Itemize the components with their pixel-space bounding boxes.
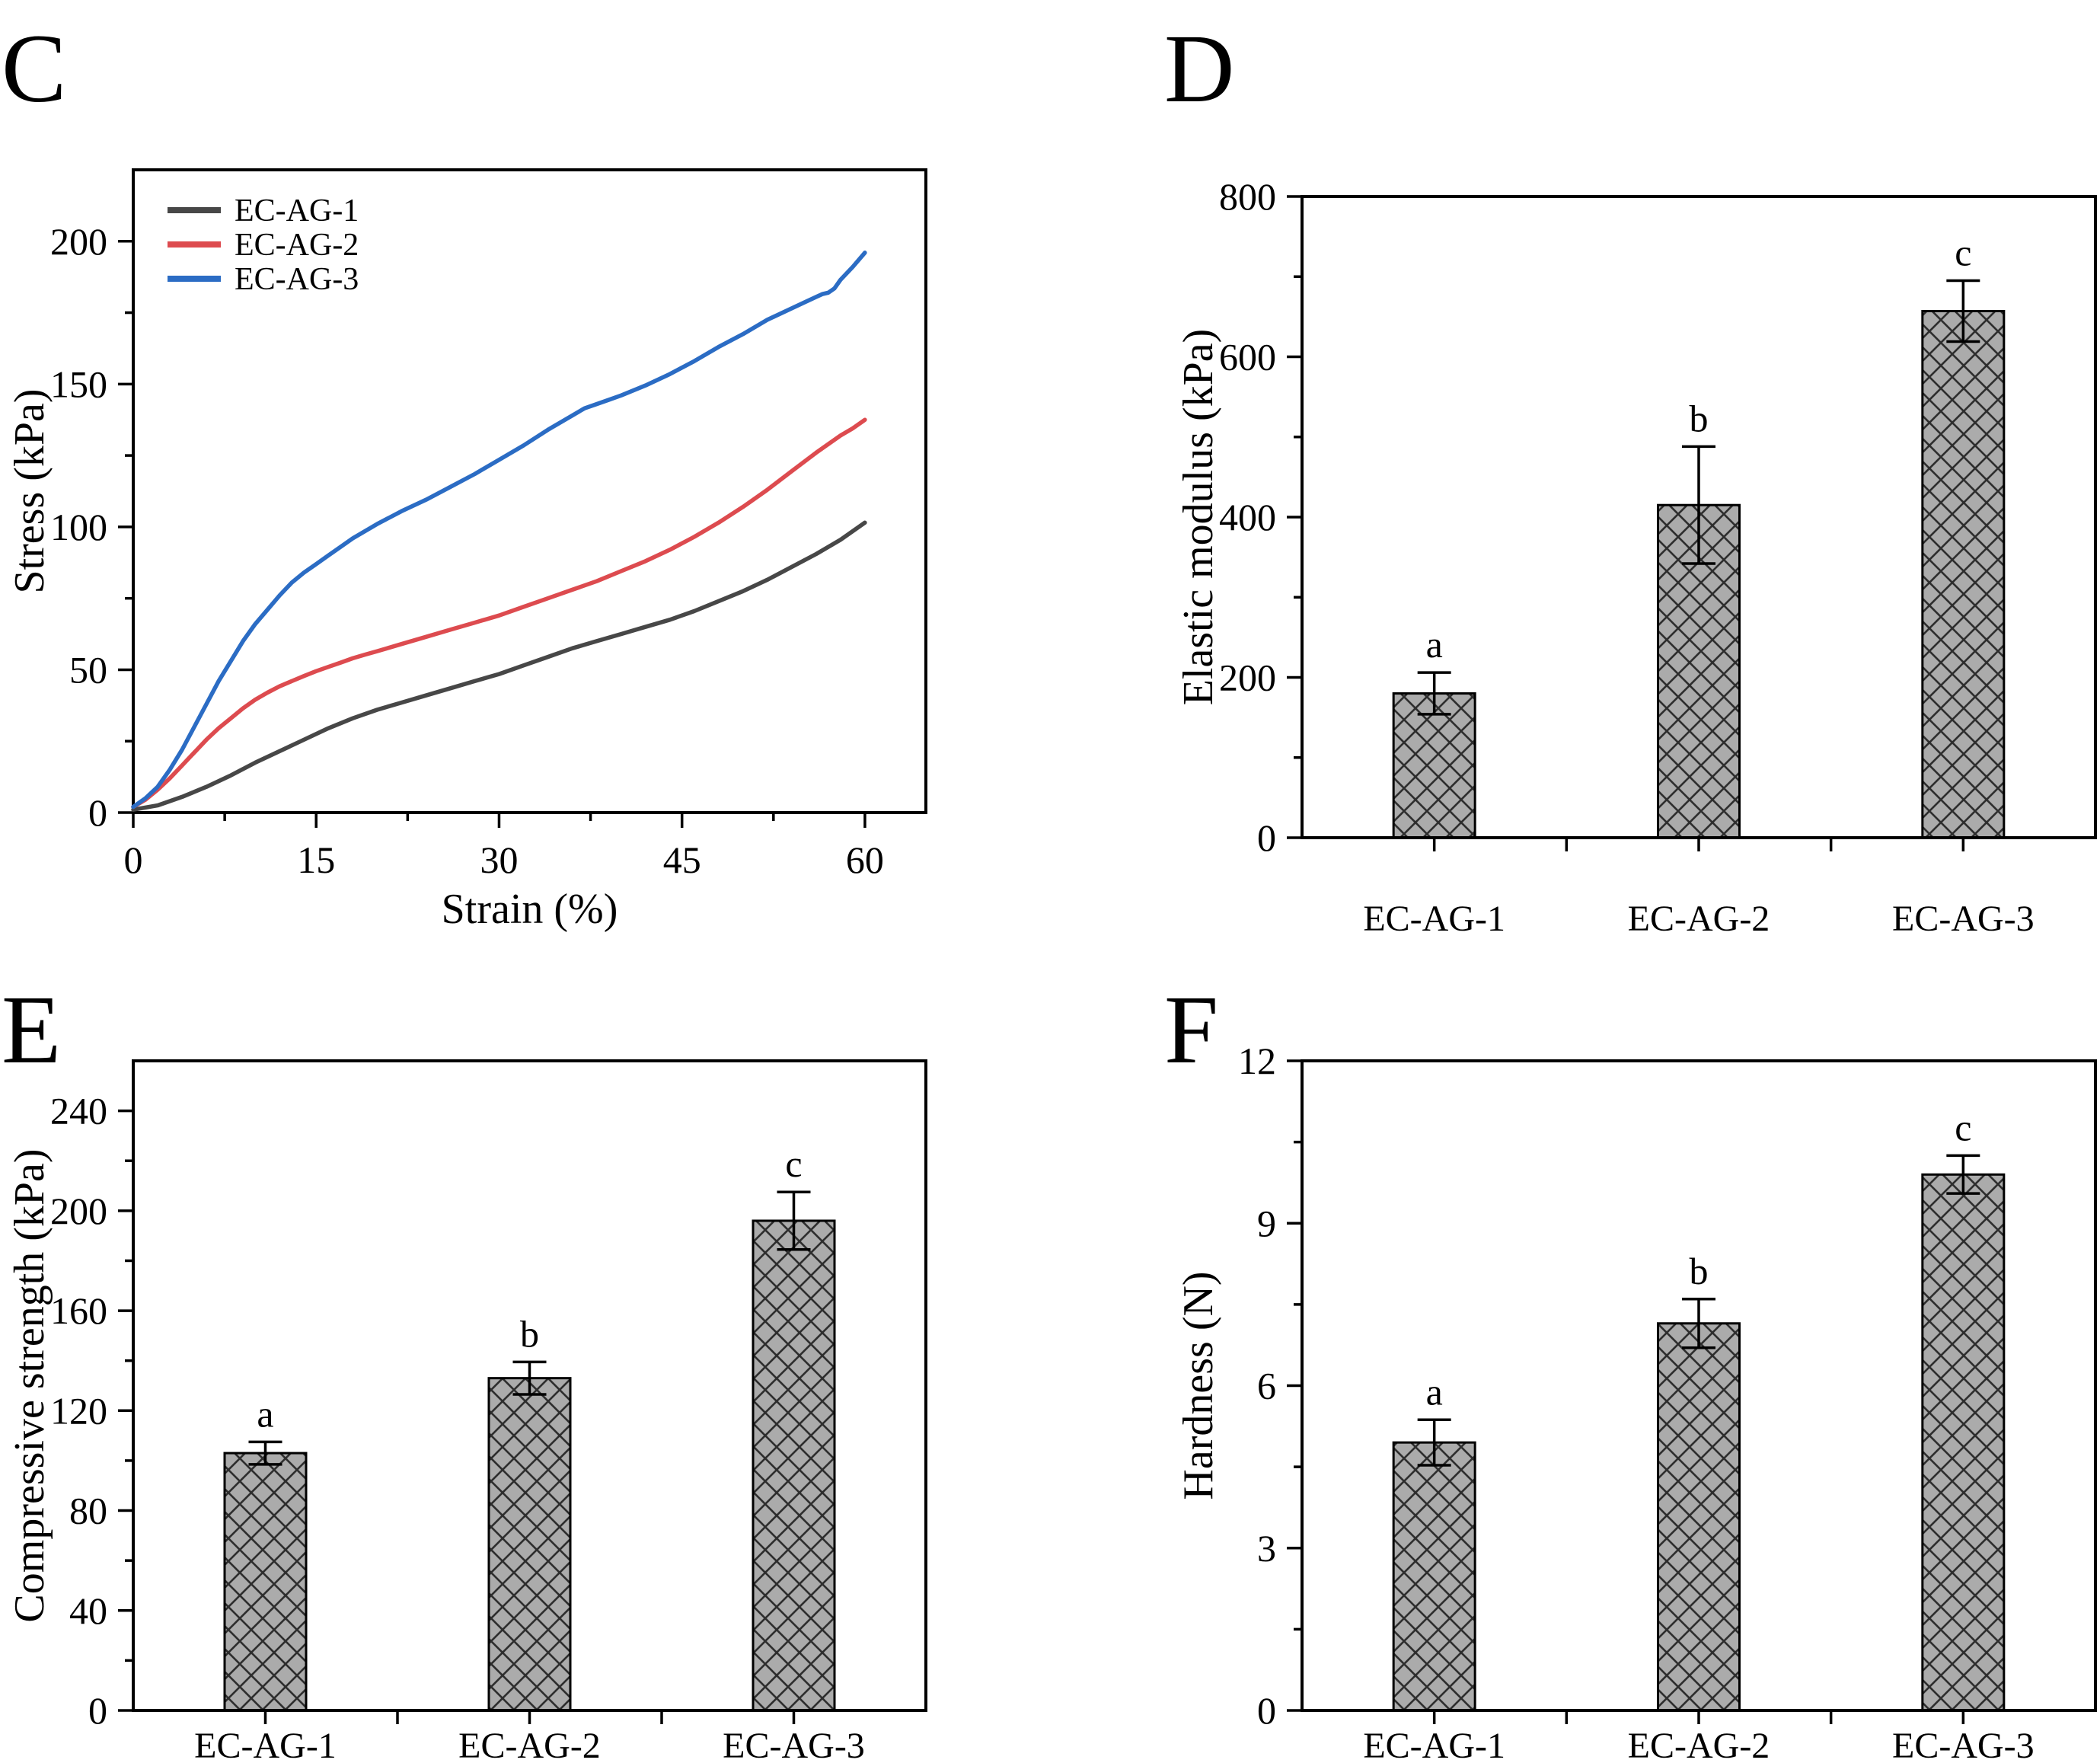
svg-text:b: b: [1690, 397, 1709, 439]
svg-text:Strain (%): Strain (%): [442, 886, 618, 933]
svg-text:a: a: [1426, 1370, 1443, 1413]
panel-c-stress-strain: C 0 50 100 150 200 Stress (kPa) 0 15 30 45 60 Strai…: [0, 0, 1050, 944]
svg-text:EC-AG-3: EC-AG-3: [235, 262, 359, 297]
svg-text:b: b: [1690, 1250, 1709, 1292]
svg-text:240: 240: [50, 1090, 107, 1132]
svg-text:a: a: [1426, 623, 1443, 666]
svg-text:0: 0: [88, 1689, 107, 1732]
svg-text:600: 600: [1219, 336, 1276, 378]
svg-text:EC-AG-2: EC-AG-2: [458, 1726, 601, 1763]
svg-text:EC-AG-1: EC-AG-1: [1363, 1726, 1505, 1763]
svg-text:EC-AG-3: EC-AG-3: [1892, 899, 2035, 939]
panel-e-compressive-strength: E 0 40 80 120 160 200 240 Compressive strength …: [0, 944, 1050, 1763]
svg-text:0: 0: [1257, 816, 1276, 859]
panel-c-letter: C: [2, 14, 67, 123]
svg-text:EC-AG-3: EC-AG-3: [1892, 1726, 2035, 1763]
svg-text:6: 6: [1257, 1365, 1276, 1407]
svg-text:60: 60: [846, 838, 884, 881]
svg-text:EC-AG-1: EC-AG-1: [1363, 899, 1505, 939]
svg-text:200: 200: [50, 1190, 107, 1232]
svg-text:30: 30: [480, 838, 518, 881]
svg-text:a: a: [257, 1392, 273, 1435]
svg-text:c: c: [785, 1142, 802, 1185]
svg-text:Hardness (N): Hardness (N): [1175, 1271, 1222, 1500]
svg-text:200: 200: [1219, 656, 1276, 699]
svg-text:12: 12: [1238, 1040, 1276, 1082]
panel-d-letter: D: [1164, 14, 1235, 123]
svg-text:EC-AG-3: EC-AG-3: [723, 1726, 865, 1763]
panel-e-letter: E: [2, 976, 62, 1084]
stress-strain-line-chart: 0 50 100 150 200 Stress (kPa) 0 15 30 45 60 Strain …: [6, 168, 927, 933]
svg-text:100: 100: [50, 506, 107, 548]
svg-text:EC-AG-2: EC-AG-2: [1628, 899, 1770, 939]
svg-text:b: b: [520, 1312, 539, 1355]
svg-text:EC-AG-1: EC-AG-1: [235, 193, 359, 228]
svg-text:EC-AG-2: EC-AG-2: [1628, 1726, 1770, 1763]
panel-f-letter: F: [1164, 976, 1219, 1084]
svg-text:Compressive strength (kPa): Compressive strength (kPa): [6, 1148, 53, 1622]
svg-text:0: 0: [124, 838, 143, 881]
compressive-strength-bar-chart: 0 40 80 120 160 200 240 Compressive strength (k…: [6, 1059, 927, 1763]
panel-d-elastic-modulus: D 0 200 400 600 800 Elastic modulus (kPa) a EC-…: [1050, 0, 2100, 944]
hardness-bar-chart: 0 3 6 9 12 Hardness (N) a EC-AG-1 b EC-AG-2 c EC-AG…: [1175, 1040, 2097, 1763]
svg-text:0: 0: [88, 791, 107, 834]
svg-text:45: 45: [663, 838, 701, 881]
svg-text:3: 3: [1257, 1527, 1276, 1570]
svg-text:Elastic modulus (kPa): Elastic modulus (kPa): [1175, 329, 1222, 706]
svg-text:800: 800: [1219, 175, 1276, 218]
panel-f-hardness: F 0 3 6 9 12 Hardness (N) a EC-AG-1 b EC-AG-2 c EC-…: [1050, 944, 2100, 1763]
svg-text:200: 200: [50, 220, 107, 263]
svg-text:15: 15: [297, 838, 335, 881]
svg-text:40: 40: [69, 1589, 107, 1632]
svg-text:160: 160: [50, 1289, 107, 1332]
svg-text:150: 150: [50, 363, 107, 405]
svg-text:0: 0: [1257, 1689, 1276, 1732]
svg-text:Stress (kPa): Stress (kPa): [6, 388, 53, 593]
svg-text:9: 9: [1257, 1202, 1276, 1244]
svg-text:EC-AG-2: EC-AG-2: [235, 228, 359, 263]
elastic-modulus-bar-chart: 0 200 400 600 800 Elastic modulus (kPa) a EC-AG…: [1175, 175, 2097, 939]
svg-text:400: 400: [1219, 496, 1276, 538]
svg-text:EC-AG-1: EC-AG-1: [194, 1726, 337, 1763]
svg-text:50: 50: [69, 648, 107, 691]
svg-text:80: 80: [69, 1490, 107, 1532]
svg-text:c: c: [1955, 1106, 1971, 1148]
svg-text:c: c: [1955, 232, 1971, 274]
svg-text:120: 120: [50, 1389, 107, 1432]
